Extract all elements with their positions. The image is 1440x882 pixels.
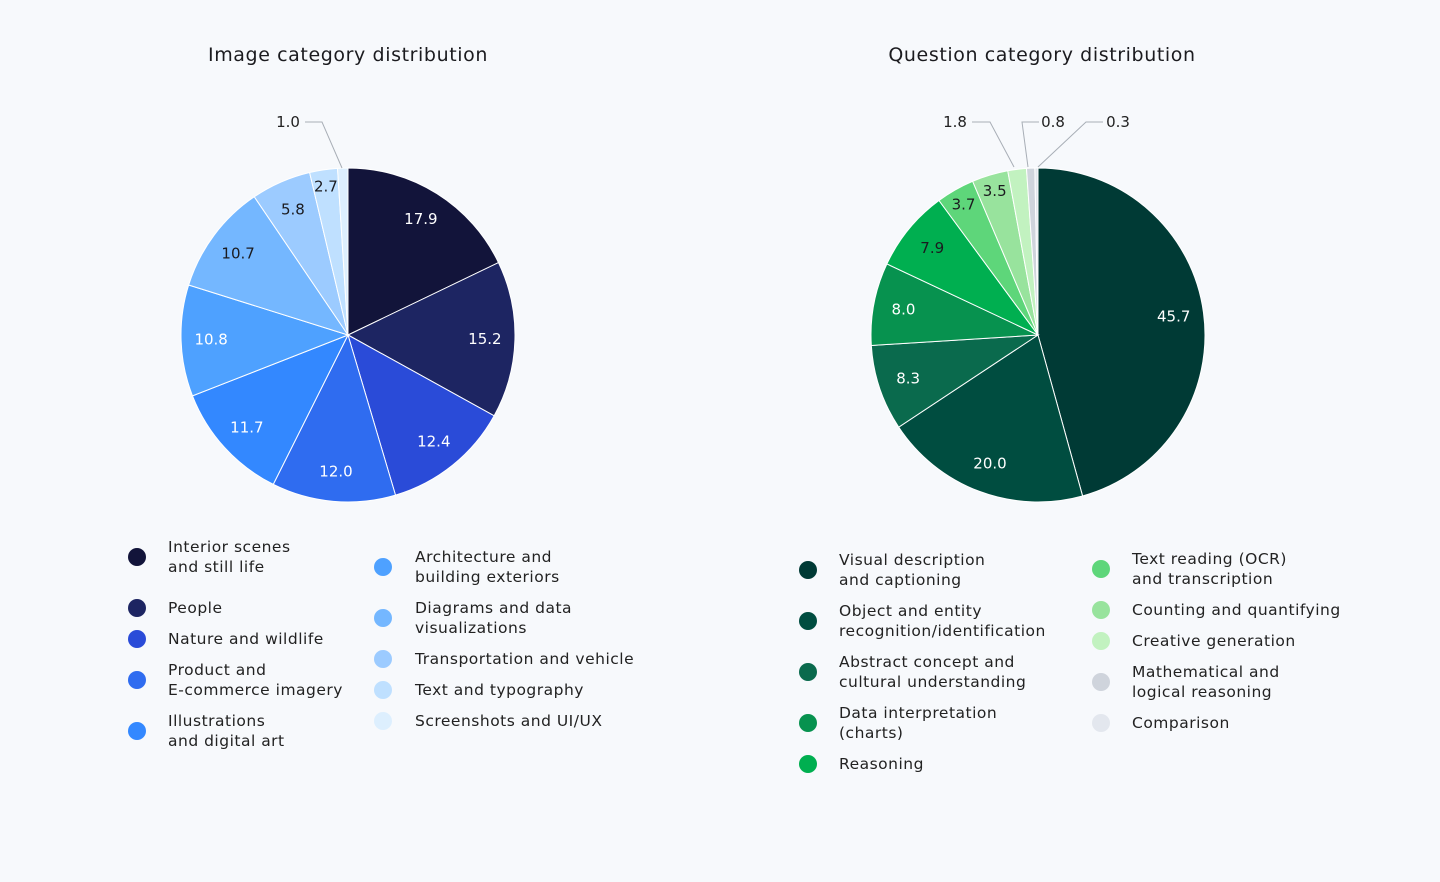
leader-line — [1021, 121, 1039, 168]
image-chart-title: Image category distribution — [207, 44, 489, 66]
legend-swatch — [1092, 673, 1110, 691]
legend-label: People — [168, 599, 223, 617]
legend-swatch — [374, 558, 392, 576]
legend-swatch — [1092, 560, 1110, 578]
data-label: 3.7 — [952, 195, 976, 213]
pie-slice — [346, 261, 516, 417]
legend-swatch — [128, 548, 146, 566]
data-label: 45.7 — [1157, 308, 1190, 326]
legend-label: Visual description and captioning — [839, 551, 986, 589]
pie-slice — [191, 334, 350, 486]
data-label: 7.9 — [920, 239, 944, 257]
legend-label: Diagrams and data visualizations — [415, 599, 573, 637]
legend-label: Data interpretation (charts) — [839, 704, 998, 742]
data-label: 2.7 — [314, 177, 338, 195]
data-label: 1.0 — [276, 113, 300, 131]
pie-slice — [272, 333, 397, 503]
legend-swatch — [1092, 601, 1110, 619]
data-label: 12.0 — [319, 462, 352, 480]
legend-swatch — [799, 663, 817, 681]
legend-label: Text and typography — [415, 681, 584, 699]
data-label: 3.5 — [983, 182, 1007, 200]
legend-swatch — [799, 755, 817, 773]
data-label: 10.8 — [194, 331, 227, 349]
data-label: 15.2 — [468, 330, 501, 348]
legend-swatch — [374, 650, 392, 668]
legend-label: Comparison — [1132, 714, 1230, 732]
data-label: 1.8 — [943, 113, 967, 131]
legend-swatch — [799, 561, 817, 579]
data-label: 11.7 — [230, 418, 263, 436]
legend-label: Counting and quantifying — [1132, 601, 1341, 619]
legend-label: Reasoning — [839, 755, 924, 773]
data-label: 8.0 — [892, 300, 916, 318]
legend-label: Illustrations and digital art — [168, 712, 285, 750]
legend-label: Screenshots and UI/UX — [415, 712, 603, 730]
legend-label: Object and entity recognition/identifica… — [839, 602, 1046, 640]
legend-swatch — [1092, 714, 1110, 732]
legend-swatch — [799, 714, 817, 732]
data-label: 5.8 — [281, 201, 305, 219]
question-chart-title: Question category distribution — [888, 44, 1196, 66]
leader-line — [1037, 121, 1103, 168]
legend-swatch — [374, 681, 392, 699]
legend-swatch — [1092, 632, 1110, 650]
legend-label: Architecture and building exteriors — [415, 548, 560, 586]
pie-slice — [347, 167, 500, 336]
pie-slice — [1034, 167, 1039, 336]
data-label: 10.7 — [221, 244, 254, 262]
legend-swatch — [374, 609, 392, 627]
pie-slice — [180, 284, 350, 397]
legend-label: Creative generation — [1132, 632, 1296, 650]
legend-label: Nature and wildlife — [168, 630, 324, 648]
pie-slice — [188, 196, 350, 336]
legend-label: Abstract concept and cultural understand… — [839, 653, 1027, 691]
legend-label: Transportation and vehicle — [415, 650, 635, 668]
data-label: 17.9 — [404, 210, 437, 228]
legend-swatch — [128, 630, 146, 648]
pie-slice — [1037, 167, 1206, 497]
legend-label: Interior scenes and still life — [168, 538, 291, 576]
leader-line — [972, 121, 1015, 168]
legend-swatch — [799, 612, 817, 630]
legend-label: Text reading (OCR) and transcription — [1132, 550, 1287, 588]
pie-slice — [337, 167, 349, 336]
legend-swatch — [374, 712, 392, 730]
data-label: 8.3 — [896, 370, 920, 388]
pie-slice — [347, 333, 495, 496]
data-label: 0.8 — [1041, 113, 1065, 131]
legend-swatch — [128, 722, 146, 740]
legend-label: Product and E-commerce imagery — [168, 661, 343, 699]
legend-label: Mathematical and logical reasoning — [1132, 663, 1280, 701]
leader-line — [305, 121, 343, 169]
pie-slice — [898, 334, 1084, 503]
legend-swatch — [128, 599, 146, 617]
legend-swatch — [128, 671, 146, 689]
data-label: 20.0 — [973, 454, 1006, 472]
data-label: 0.3 — [1106, 113, 1130, 131]
data-label: 12.4 — [417, 433, 450, 451]
pie-slice — [870, 334, 1040, 428]
